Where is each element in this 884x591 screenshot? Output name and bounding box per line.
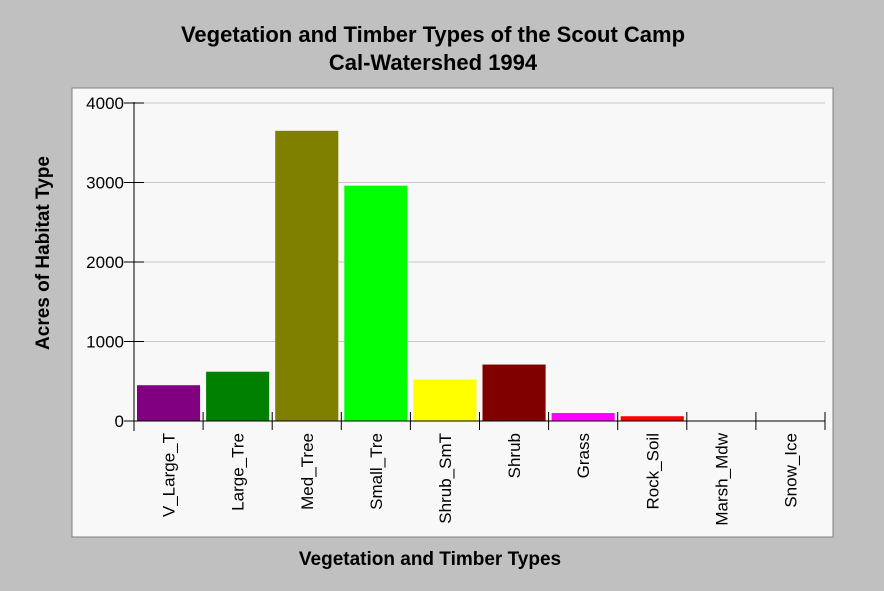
x-tick-label: Small_Tre: [367, 433, 386, 510]
bar-med-tree: [275, 130, 339, 421]
x-axis-label: Vegetation and Timber Types: [298, 549, 562, 570]
grid-lines: [134, 102, 825, 342]
bar-large-tre: [206, 371, 270, 421]
chart-subtitle: Cal-Watershed 1994: [328, 50, 538, 75]
y-tick-label: 3000: [86, 174, 124, 193]
x-tick-label: Rock_Soil: [643, 433, 662, 510]
x-tick-labels: V_Large_T Large_Tre Med_Tree Small_Tre Shrub…: [160, 432, 801, 525]
axes: [124, 102, 826, 431]
y-tick-labels: 0 1000 2000 3000 4000: [86, 94, 124, 431]
x-tick-label: Med_Tree: [298, 433, 317, 510]
x-tick-label: Shrub_SmT: [436, 433, 455, 524]
chart-title: Vegetation and Timber Types of the Scout…: [180, 22, 686, 47]
y-tick-label: 4000: [86, 94, 124, 113]
bar-v-large-t: [137, 385, 201, 421]
x-tick-label: Large_Tre: [229, 433, 248, 511]
bar-small-tre: [344, 185, 408, 421]
x-tick-label: Marsh_Mdw: [712, 432, 731, 525]
y-tick-label: 1000: [86, 333, 124, 352]
bars: [137, 130, 684, 421]
y-tick-label: 2000: [86, 253, 124, 272]
bar-shrub-smt: [413, 379, 477, 421]
x-tick-label: V_Large_T: [160, 433, 179, 517]
x-tick-label: Snow_Ice: [781, 433, 800, 508]
y-tick-label: 0: [115, 412, 124, 431]
plot-panel: [71, 87, 834, 538]
x-tick-label: Grass: [574, 433, 593, 478]
bar-rock-soil: [620, 416, 684, 421]
x-tick-label: Shrub: [505, 433, 524, 478]
bar-shrub: [482, 364, 546, 421]
bar-grass: [551, 413, 615, 421]
